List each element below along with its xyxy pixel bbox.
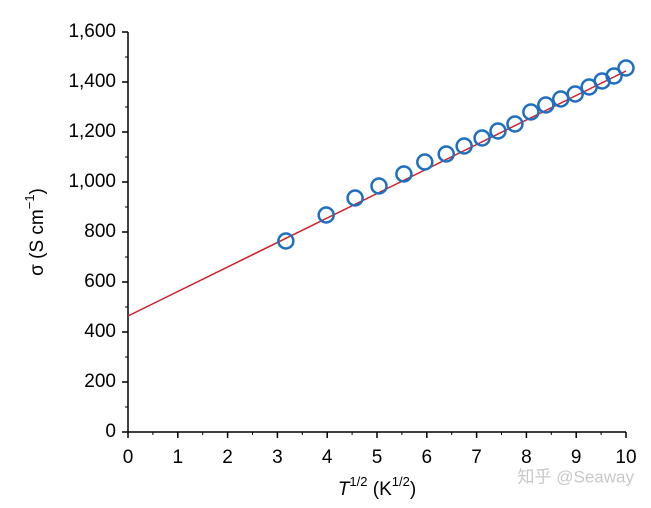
y-tick-label: 800 <box>84 221 116 242</box>
point <box>617 59 635 77</box>
point <box>317 206 335 224</box>
point <box>455 137 473 155</box>
x-axis-label-part: 1/2 <box>392 474 410 489</box>
x-tick-label: 1 <box>173 447 184 468</box>
point <box>522 103 540 121</box>
x-axis-label: T1/2 (K1/2) <box>338 474 416 500</box>
x-tick-label: 10 <box>615 447 636 468</box>
x-axis-label-part: ) <box>410 479 416 500</box>
x-axis-label-part: (K <box>368 479 393 500</box>
point <box>566 85 584 103</box>
watermark: 知乎 @Seaway <box>518 467 635 486</box>
y-axis-label-part: σ (S cm <box>27 209 48 276</box>
x-axis-label-part: 1/2 <box>349 474 367 489</box>
y-tick-label: 400 <box>84 321 116 342</box>
point <box>395 165 413 183</box>
x-tick-label: 7 <box>471 447 482 468</box>
y-tick-label: 0 <box>105 421 116 442</box>
x-tick-label: 8 <box>521 447 532 468</box>
y-tick-label: 1,400 <box>68 71 116 92</box>
y-tick-label: 1,000 <box>68 171 116 192</box>
point <box>552 90 570 108</box>
y-tick-label: 600 <box>84 271 116 292</box>
point <box>346 189 364 207</box>
point <box>277 232 295 250</box>
y-tick-label: 1,600 <box>68 21 116 42</box>
point <box>537 96 555 114</box>
y-axis-label: σ (S cm−1) <box>22 188 48 276</box>
point <box>473 129 491 147</box>
point <box>489 122 507 140</box>
y-tick-label: 1,200 <box>68 121 116 142</box>
x-tick-label: 4 <box>322 447 333 468</box>
x-tick-label: 9 <box>571 447 582 468</box>
x-tick-label: 5 <box>372 447 383 468</box>
x-tick-label: 0 <box>123 447 134 468</box>
x-tick-label: 2 <box>222 447 233 468</box>
point <box>437 145 455 163</box>
y-axis-label-part: ) <box>27 188 48 194</box>
point <box>605 67 623 85</box>
point <box>370 177 388 195</box>
point <box>506 115 524 133</box>
y-tick-label: 200 <box>84 371 116 392</box>
y-axis-label-part: −1 <box>22 194 37 209</box>
x-axis-label-part: T <box>338 479 351 500</box>
x-tick-label: 6 <box>422 447 433 468</box>
x-tick-label: 3 <box>272 447 283 468</box>
point <box>416 153 434 171</box>
